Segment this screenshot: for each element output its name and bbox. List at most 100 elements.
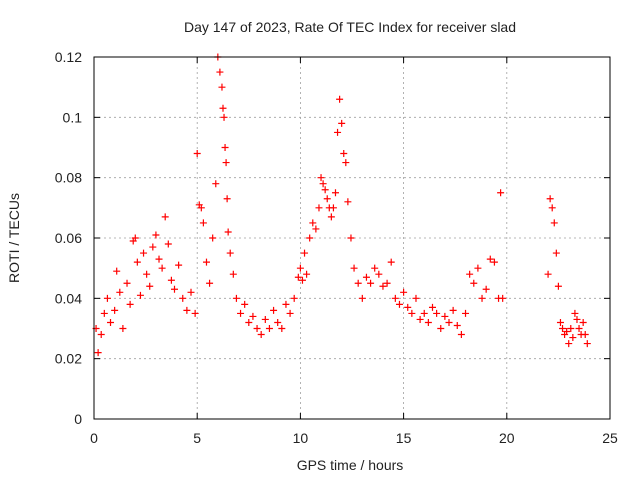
- data-point: [119, 325, 127, 332]
- data-point: [216, 68, 224, 76]
- data-point: [375, 270, 383, 278]
- data-point: [97, 331, 105, 339]
- data-point: [222, 159, 230, 167]
- data-point: [470, 279, 478, 287]
- axis-ticks: 0 5 10 15 20 25 0 0.02 0.04 0.06 0.08 0.1 0.12: [55, 49, 618, 446]
- data-point: [94, 349, 102, 357]
- y-tick-label: 0.04: [55, 290, 82, 306]
- data-point: [323, 195, 331, 203]
- y-tick-label: 0.1: [63, 109, 83, 125]
- data-point: [296, 264, 304, 272]
- data-point: [437, 325, 445, 332]
- data-point: [569, 334, 577, 342]
- data-point: [164, 240, 172, 248]
- data-point: [497, 189, 505, 197]
- plot-frame: [93, 56, 611, 420]
- data-point: [303, 270, 311, 278]
- data-point: [499, 294, 507, 302]
- x-tick-label: 25: [602, 430, 618, 446]
- data-point: [193, 150, 201, 158]
- data-point: [573, 315, 581, 323]
- data-point: [158, 264, 166, 272]
- data-point: [581, 331, 589, 339]
- data-point: [424, 318, 432, 326]
- chart-title: Day 147 of 2023, Rate Of TEC Index for r…: [184, 19, 516, 35]
- data-point: [391, 294, 399, 302]
- data-point: [175, 261, 183, 269]
- data-point: [379, 282, 387, 290]
- data-point: [441, 312, 449, 320]
- data-point: [317, 174, 325, 182]
- data-point: [212, 180, 220, 188]
- data-point: [111, 306, 119, 314]
- y-tick-label: 0.12: [55, 49, 82, 65]
- data-point: [486, 255, 494, 263]
- data-point: [229, 270, 237, 278]
- data-point: [149, 243, 157, 251]
- data-point: [395, 300, 403, 308]
- data-point: [548, 204, 556, 212]
- data-point: [309, 219, 317, 227]
- data-point: [387, 258, 395, 266]
- data-point: [482, 285, 490, 293]
- data-point: [191, 309, 199, 317]
- data-point: [400, 288, 408, 296]
- x-tick-label: 10: [293, 430, 309, 446]
- data-point: [371, 264, 379, 272]
- data-point: [257, 331, 265, 339]
- data-point: [232, 294, 240, 302]
- data-point: [556, 318, 564, 326]
- data-point: [546, 195, 554, 203]
- data-point: [116, 288, 124, 296]
- x-axis-label: GPS time / hours: [297, 457, 404, 473]
- data-point: [354, 279, 362, 287]
- data-point: [319, 180, 327, 188]
- data-point: [571, 309, 579, 317]
- data-point: [554, 282, 562, 290]
- data-point: [226, 249, 234, 257]
- data-point: [329, 204, 337, 212]
- data-point: [223, 195, 231, 203]
- data-point: [559, 325, 567, 332]
- data-point: [445, 318, 453, 326]
- data-point: [183, 306, 191, 314]
- data-point: [286, 309, 294, 317]
- data-point: [579, 318, 587, 326]
- data-point: [428, 303, 436, 311]
- data-point: [575, 325, 583, 332]
- data-point: [301, 249, 309, 257]
- x-tick-label: 0: [90, 430, 98, 446]
- data-point: [344, 198, 352, 206]
- data-point: [265, 325, 273, 332]
- data-point: [563, 328, 571, 336]
- data-point: [113, 267, 121, 275]
- data-point: [126, 300, 134, 308]
- data-point: [143, 270, 151, 278]
- data-point: [202, 258, 210, 266]
- data-point: [462, 309, 470, 317]
- data-point: [179, 294, 187, 302]
- data-point: [433, 309, 441, 317]
- data-point: [474, 264, 482, 272]
- data-point: [209, 234, 217, 242]
- data-point: [152, 231, 160, 239]
- data-point: [199, 219, 207, 227]
- data-point: [298, 276, 306, 284]
- data-point: [334, 128, 342, 136]
- data-point: [282, 300, 290, 308]
- data-point: [490, 258, 498, 266]
- y-axis-label: ROTI / TECUs: [6, 193, 22, 283]
- data-point: [315, 204, 323, 212]
- data-point: [253, 325, 261, 332]
- data-point: [336, 95, 344, 103]
- data-point: [312, 225, 320, 233]
- data-point: [294, 273, 302, 281]
- grid-lines: [94, 57, 610, 419]
- data-point: [565, 340, 573, 348]
- data-point: [140, 249, 148, 257]
- data-point: [583, 340, 591, 348]
- data-point: [453, 321, 461, 329]
- data-point: [155, 255, 163, 263]
- data-point: [241, 300, 249, 308]
